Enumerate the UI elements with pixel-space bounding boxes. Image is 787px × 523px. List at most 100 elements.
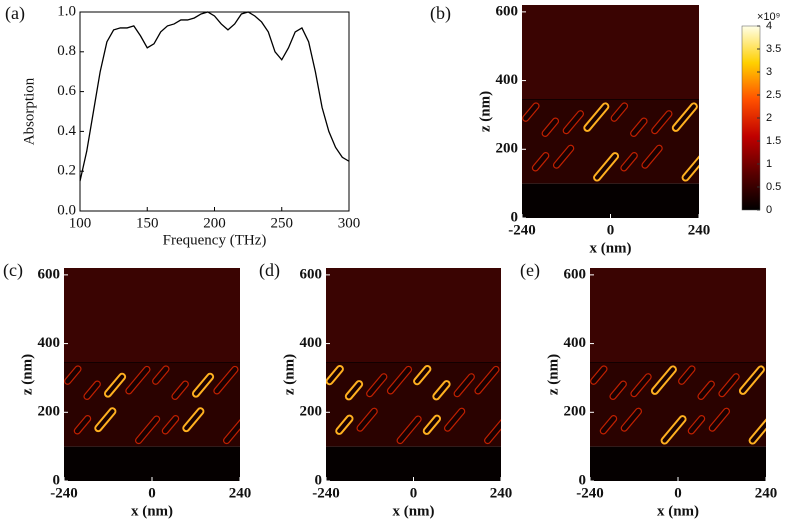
y-tick-label: 200 — [300, 404, 323, 420]
x-axis-label: Frequency (THz) — [163, 232, 267, 248]
panel-label: (e) — [520, 260, 540, 281]
y-tick-label: 0.6 — [57, 83, 76, 99]
y-tick-label: 0 — [511, 209, 519, 225]
colorbar-tick-label: 1 — [766, 158, 772, 170]
colorbar-tick-label: 3.5 — [766, 43, 781, 55]
layer-region — [326, 362, 501, 447]
rod — [335, 414, 354, 435]
rod — [541, 117, 560, 137]
rod — [443, 407, 466, 432]
rod — [593, 152, 620, 182]
rod — [718, 373, 740, 398]
rod — [366, 373, 388, 398]
rod — [681, 152, 699, 182]
rod — [171, 380, 189, 400]
rod — [687, 415, 706, 435]
x-tick-label: 240 — [229, 485, 252, 501]
rod — [678, 365, 696, 385]
rod — [531, 152, 550, 172]
layer-region — [590, 362, 766, 447]
rod — [73, 415, 92, 435]
x-tick-label: 0 — [607, 222, 615, 238]
rod — [583, 102, 610, 132]
rod — [620, 407, 643, 432]
x-tick-label: 0 — [410, 485, 418, 501]
x-tick-label: 150 — [136, 215, 159, 231]
x-tick-label: 0 — [148, 485, 156, 501]
rod — [182, 407, 205, 433]
rod — [191, 372, 215, 398]
x-axis-label: x (nm) — [657, 503, 699, 519]
x-axis-label: x (nm) — [589, 240, 631, 256]
colorbar-tick-label: 4 — [766, 20, 772, 32]
y-tick-label: 200 — [38, 404, 61, 420]
rod — [552, 144, 575, 169]
y-axis-label: Absorption — [21, 77, 37, 145]
rod — [413, 364, 432, 386]
rod — [135, 415, 161, 445]
rod — [326, 364, 344, 386]
x-tick-label: 240 — [755, 485, 778, 501]
x-tick-label: 240 — [490, 485, 513, 501]
rod — [152, 365, 170, 385]
rod — [660, 415, 687, 445]
panel-label: (d) — [259, 260, 280, 281]
x-axis-label: x (nm) — [131, 503, 173, 519]
rod — [125, 365, 151, 395]
substrate — [522, 183, 699, 218]
y-axis-label: z (nm) — [281, 354, 297, 395]
y-tick-label: 0.8 — [57, 43, 76, 59]
colorbar-tick-label: 1.5 — [766, 135, 781, 147]
rod — [396, 415, 422, 445]
rod — [651, 110, 673, 135]
rod — [83, 380, 101, 400]
rod — [650, 365, 677, 395]
y-tick-label: 0.4 — [57, 123, 76, 139]
x-tick-label: 0 — [674, 485, 682, 501]
rod — [599, 415, 618, 435]
panel-label: (a) — [5, 3, 25, 24]
panel-label: (c) — [3, 260, 23, 281]
y-tick-label: 0 — [53, 472, 61, 488]
x-tick-label: 240 — [688, 222, 711, 238]
y-tick-label: 400 — [300, 335, 323, 351]
rod — [432, 380, 451, 401]
rod — [94, 407, 117, 433]
y-tick-label: 0.0 — [57, 202, 76, 218]
rod — [161, 415, 180, 435]
x-axis-label: x (nm) — [392, 503, 434, 519]
y-tick-label: 200 — [564, 404, 587, 420]
field-map — [590, 268, 766, 481]
x-tick-label: 100 — [69, 215, 92, 231]
x-tick-label: 200 — [203, 215, 226, 231]
rod — [64, 365, 82, 385]
rod — [590, 365, 608, 385]
y-tick-label: 600 — [564, 266, 587, 282]
rod — [609, 380, 627, 400]
x-tick-label: 300 — [338, 215, 361, 231]
y-tick-label: 600 — [496, 3, 519, 19]
y-axis-label: z (nm) — [19, 354, 35, 395]
colorbar-tick-label: 3 — [766, 66, 772, 78]
rod — [484, 415, 501, 445]
rod — [103, 372, 127, 398]
substrate — [326, 446, 501, 481]
rod — [562, 110, 585, 135]
y-tick-label: 400 — [38, 335, 61, 351]
air-region — [64, 268, 240, 363]
rod — [344, 380, 364, 401]
x-tick-label: -240 — [312, 485, 340, 501]
field-map — [522, 5, 699, 218]
rod — [453, 373, 475, 398]
x-tick-label: 250 — [271, 215, 294, 231]
rod — [620, 152, 638, 172]
rod — [474, 365, 500, 395]
y-tick-label: 0 — [315, 472, 323, 488]
rod — [671, 102, 698, 132]
panel-label: (b) — [430, 3, 451, 24]
field-map — [326, 268, 501, 481]
